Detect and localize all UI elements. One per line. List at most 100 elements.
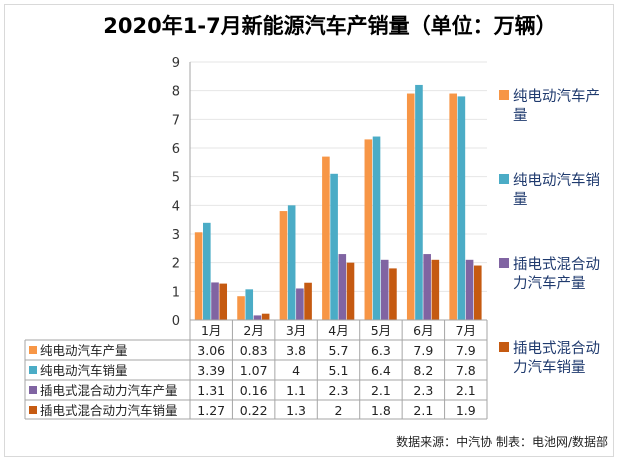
bar	[431, 259, 440, 320]
bar	[465, 259, 474, 320]
bar	[211, 282, 219, 320]
data-label: 6.4	[371, 363, 391, 378]
bar	[219, 283, 228, 320]
table-legend-swatch	[29, 406, 37, 414]
bar	[473, 265, 482, 320]
data-label: 2.3	[329, 383, 349, 398]
y-tick-label: 1	[172, 285, 180, 300]
data-label: 1.27	[197, 403, 225, 418]
data-label: 8.2	[413, 363, 433, 378]
table-legend-swatch	[29, 346, 37, 354]
table-series-label: 插电式混合动力汽车销量	[40, 403, 178, 418]
legend-swatch	[499, 174, 509, 184]
data-label: 7.8	[456, 363, 476, 378]
category-label: 7月	[456, 323, 476, 338]
table-series-label: 纯电动汽车产量	[40, 343, 128, 358]
legend-swatch	[499, 90, 509, 100]
bar	[364, 139, 373, 320]
legend-label: 插电式混合动	[513, 341, 600, 357]
bar	[415, 84, 423, 320]
data-label: 6.3	[371, 343, 391, 358]
category-label: 5月	[371, 323, 391, 338]
bar	[338, 254, 347, 320]
bar	[203, 222, 211, 320]
legend-label: 纯电动汽车产	[513, 89, 600, 105]
legend-label: 量	[513, 192, 528, 208]
y-tick-label: 0	[172, 314, 180, 329]
bar	[279, 211, 288, 320]
legend-label: 力汽车产量	[513, 276, 586, 292]
bar	[406, 93, 415, 321]
y-tick-label: 2	[172, 257, 180, 272]
data-label: 3.8	[286, 343, 306, 358]
data-label: 3.39	[197, 363, 225, 378]
category-label: 1月	[201, 323, 221, 338]
data-label: 1.31	[197, 383, 225, 398]
data-label: 3.06	[197, 343, 225, 358]
bar	[287, 205, 296, 320]
bar	[253, 315, 262, 320]
legend-label: 插电式混合动	[513, 257, 600, 273]
source-note: 数据来源：中汽协 制表：电池网/数据部	[396, 435, 608, 449]
y-tick-label: 5	[172, 171, 180, 186]
table-legend-swatch	[29, 366, 37, 374]
chart-frame	[4, 4, 614, 457]
bar	[346, 262, 355, 320]
data-label: 1.9	[456, 403, 476, 418]
bar	[304, 282, 312, 320]
bar	[389, 268, 397, 320]
data-label: 1.3	[286, 403, 306, 418]
bar	[330, 173, 338, 320]
legend-swatch	[499, 342, 509, 352]
legend-item: 插电式混合动 力汽车产量	[499, 256, 617, 294]
y-tick-label: 9	[172, 56, 180, 71]
data-label: 0.16	[240, 383, 268, 398]
bar	[457, 96, 466, 321]
bar	[237, 296, 245, 320]
table-series-label: 插电式混合动力汽车产量	[40, 383, 178, 398]
chart-title: 2020年1-7月新能源汽车产销量（单位：万辆）	[103, 14, 557, 38]
data-label: 2.3	[413, 383, 433, 398]
legend-item: 纯电动汽车产量	[499, 88, 617, 126]
data-label: 2	[335, 403, 343, 418]
y-tick-label: 3	[172, 228, 180, 243]
y-tick-label: 6	[172, 142, 180, 157]
legend-label: 量	[513, 108, 528, 124]
legend-label: 纯电动汽车销	[513, 173, 600, 189]
legend-item: 纯电动汽车销量	[499, 172, 617, 210]
data-label: 2.1	[456, 383, 476, 398]
category-label: 4月	[328, 323, 348, 338]
data-label: 5.7	[329, 343, 349, 358]
table-legend-swatch	[29, 386, 37, 394]
y-tick-label: 8	[172, 85, 180, 100]
data-label: 7.9	[456, 343, 476, 358]
category-label: 3月	[286, 323, 306, 338]
bar	[296, 288, 304, 320]
category-label: 2月	[243, 323, 263, 338]
data-label: 4	[292, 363, 300, 378]
data-label: 5.1	[329, 363, 349, 378]
data-label: 7.9	[413, 343, 433, 358]
legend-item: 插电式混合动 力汽车销量	[499, 340, 617, 378]
bar	[380, 259, 389, 320]
table-series-label: 纯电动汽车销量	[40, 363, 128, 378]
y-tick-label: 7	[172, 113, 180, 128]
bar	[245, 289, 254, 320]
data-label: 2.1	[413, 403, 433, 418]
bar	[194, 232, 203, 320]
bar	[449, 93, 457, 321]
bar	[261, 313, 270, 320]
data-label: 1.1	[286, 383, 306, 398]
data-label: 0.22	[240, 403, 268, 418]
legend-swatch	[499, 258, 509, 268]
bar	[322, 156, 330, 320]
category-label: 6月	[413, 323, 433, 338]
data-label: 1.07	[240, 363, 268, 378]
data-label: 1.8	[371, 403, 391, 418]
data-label: 2.1	[371, 383, 391, 398]
legend-label: 力汽车销量	[513, 360, 586, 376]
bar	[423, 254, 431, 320]
data-label: 0.83	[240, 343, 268, 358]
y-tick-label: 4	[172, 199, 180, 214]
